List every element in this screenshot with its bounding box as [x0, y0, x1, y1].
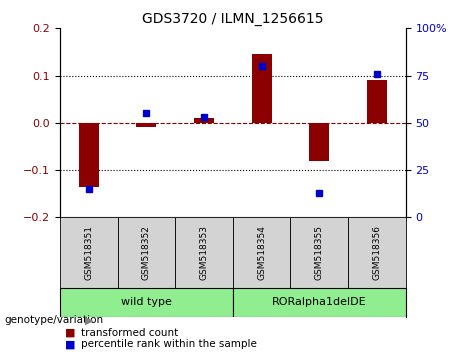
Text: RORalpha1delDE: RORalpha1delDE	[272, 297, 366, 307]
Text: ■: ■	[65, 328, 75, 338]
Text: ■: ■	[65, 339, 75, 349]
Bar	[290, 217, 348, 287]
Text: GSM518352: GSM518352	[142, 225, 151, 280]
Text: percentile rank within the sample: percentile rank within the sample	[81, 339, 257, 349]
Bar	[60, 287, 233, 317]
Text: GSM518356: GSM518356	[372, 225, 381, 280]
Title: GDS3720 / ILMN_1256615: GDS3720 / ILMN_1256615	[142, 12, 324, 26]
Bar	[79, 123, 99, 187]
Bar	[60, 217, 118, 287]
Bar	[309, 123, 329, 161]
Bar	[367, 80, 387, 123]
Bar	[175, 217, 233, 287]
Text: transformed count: transformed count	[81, 328, 178, 338]
Bar	[136, 123, 156, 127]
Bar	[348, 217, 406, 287]
Bar	[233, 217, 290, 287]
Text: GSM518351: GSM518351	[84, 225, 93, 280]
Bar	[194, 118, 214, 123]
Bar	[252, 54, 272, 123]
Text: GSM518355: GSM518355	[315, 225, 324, 280]
Bar	[233, 287, 406, 317]
Text: GSM518354: GSM518354	[257, 225, 266, 280]
Bar	[118, 217, 175, 287]
Text: GSM518353: GSM518353	[200, 225, 208, 280]
Text: wild type: wild type	[121, 297, 172, 307]
Text: ▶: ▶	[85, 315, 94, 325]
Text: genotype/variation: genotype/variation	[5, 315, 104, 325]
